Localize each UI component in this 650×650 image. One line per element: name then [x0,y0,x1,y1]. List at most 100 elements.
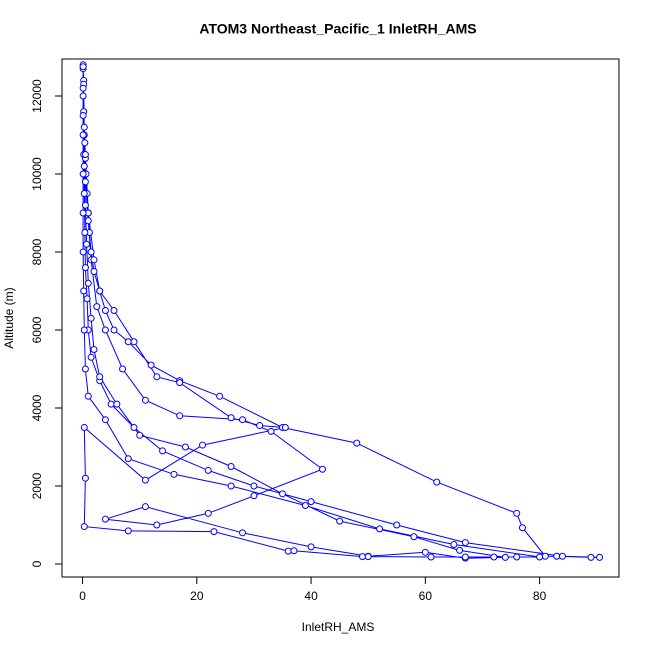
data-point [461,539,469,547]
data-point [87,314,95,322]
data-point [181,443,189,451]
data-point [141,503,149,511]
data-point [153,521,161,529]
data-point [124,338,132,346]
data-point [461,553,469,561]
data-point [80,190,88,198]
data-point [204,509,212,517]
y-tick-label: 10000 [30,157,44,191]
data-point [596,553,604,561]
data-point [81,178,89,186]
x-tick-label: 40 [304,589,318,603]
data-point [301,502,309,510]
data-point [410,533,418,541]
data-point [130,424,138,432]
data-point [450,541,458,549]
data-point [136,431,144,439]
y-tick-label: 2000 [30,472,44,499]
data-point [96,287,104,295]
data-point [587,553,595,561]
data-point [536,553,544,561]
x-axis-label: InletRH_AMS [302,620,375,634]
data-point [433,478,441,486]
data-point [250,482,258,490]
data-point [80,523,88,531]
data-point [307,543,315,551]
data-point [81,365,89,373]
data-point [90,346,98,354]
data-point [250,492,258,500]
data-point [336,517,344,525]
x-tick-label: 20 [190,589,204,603]
data-point [427,553,435,561]
data-point [456,546,464,554]
data-point [256,422,264,430]
y-tick-label: 12000 [30,79,44,113]
data-point [101,416,109,424]
data-point [513,553,521,561]
data-point [199,441,207,449]
data-point [279,490,287,498]
data-point [80,326,88,334]
data-line [82,64,600,559]
data-point [421,548,429,556]
data-point [81,264,89,272]
data-point [307,498,315,506]
data-point [141,396,149,404]
data-point [84,279,92,287]
data-point [319,465,327,473]
data-point [227,414,235,422]
data-point [284,547,292,555]
data-point [90,256,98,264]
data-point [80,162,88,170]
data-point [130,338,138,346]
data-point [558,552,566,560]
data-point [81,201,89,209]
data-point [79,63,87,71]
data-point [87,353,95,361]
data-point [393,521,401,529]
data-point [80,123,88,131]
x-tick-label: 80 [533,589,547,603]
data-point [79,209,87,217]
data-point [541,552,549,560]
data-point [501,553,509,561]
data-point [79,92,87,100]
data-point [513,509,521,517]
y-tick-label: 6000 [30,316,44,343]
data-point [81,229,89,237]
data-point [80,424,88,432]
y-tick-label: 4000 [30,394,44,421]
data-point [84,217,92,225]
data-point [153,373,161,381]
data-point [358,553,366,561]
data-point [216,392,224,400]
data-point [490,553,498,561]
data-point [267,427,275,435]
data-point [96,373,104,381]
data-point [93,303,101,311]
x-tick-label: 60 [419,589,433,603]
data-point [79,248,87,256]
chart-title: ATOM3 Northeast_Pacific_1 InletRH_AMS [199,21,476,37]
y-axis-label: Altitude (m) [2,287,16,348]
data-point [79,112,87,120]
plot-frame [61,58,620,578]
data-point [281,424,289,432]
data-point [239,529,247,537]
data-point [79,84,87,92]
data-point [83,295,91,303]
data-point [210,528,218,536]
data-point [81,151,89,159]
data-point [176,379,184,387]
data-point [110,307,118,315]
data-point [290,547,298,555]
data-point [81,139,89,147]
data-point [80,287,88,295]
data-point [101,326,109,334]
data-point [353,439,361,447]
data-point [204,466,212,474]
data-point [81,474,89,482]
data-point [101,307,109,315]
